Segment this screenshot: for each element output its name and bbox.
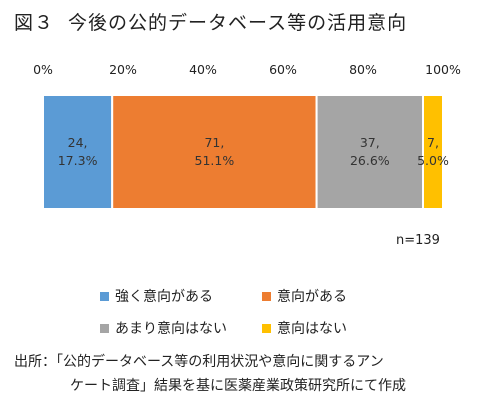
segment-count-label: 71, (204, 135, 224, 150)
legend-label: 強く意向がある (115, 289, 213, 305)
x-tick-label: 60% (269, 62, 297, 77)
legend-item-3: あまり意向はない (100, 318, 227, 338)
source-note: 出所：「公的データベース等の利用状況や意向に関するアン ケート調査」結果を基に医… (14, 350, 490, 398)
x-tick-label: 40% (189, 62, 217, 77)
x-tick-label: 80% (349, 62, 377, 77)
legend-label: 意向がある (277, 289, 347, 305)
segment-count-label: 7, (427, 135, 439, 150)
x-tick-label: 100% (425, 62, 461, 77)
legend-swatch (100, 323, 109, 333)
segment-percent-label: 17.3% (58, 153, 98, 168)
x-tick-label: 0% (33, 62, 53, 77)
bar-segment-2 (111, 94, 318, 210)
figure-title: 図３ 今後の公的データベース等の活用意向 (14, 8, 407, 35)
legend-item-1: 強く意向がある (100, 286, 213, 306)
x-tick-label: 20% (109, 62, 137, 77)
source-line-1: 出所：「公的データベース等の利用状況や意向に関するアン (14, 354, 384, 370)
segment-count-label: 37, (360, 135, 380, 150)
legend-label: 意向はない (277, 321, 347, 337)
legend-swatch (262, 291, 271, 301)
legend-swatch (262, 323, 271, 333)
legend-item-2: 意向がある (262, 286, 347, 306)
bar-segment-4 (422, 94, 444, 210)
legend-label: あまり意向はない (115, 321, 227, 337)
source-line-2: ケート調査」結果を基に医薬産業政策研究所にて作成 (70, 378, 406, 394)
figure-title-text: 今後の公的データベース等の活用意向 (68, 12, 408, 34)
figure-number: 図３ (14, 12, 55, 34)
segment-count-label: 24, (68, 135, 88, 150)
stacked-bar-chart: 0% 20% 40% 60% 80% 100% 24, 17.3% 71, 51.1% 37, 26.… (33, 62, 461, 210)
legend-swatch (100, 291, 109, 301)
sample-size-note: n=139 (396, 233, 440, 248)
bar-segment-3 (315, 94, 425, 210)
segment-percent-label: 26.6% (350, 153, 390, 168)
segment-percent-label: 51.1% (195, 153, 235, 168)
segment-percent-label: 5.0% (417, 153, 449, 168)
bar-segment-1 (42, 94, 114, 210)
legend-item-4: 意向はない (262, 318, 347, 338)
